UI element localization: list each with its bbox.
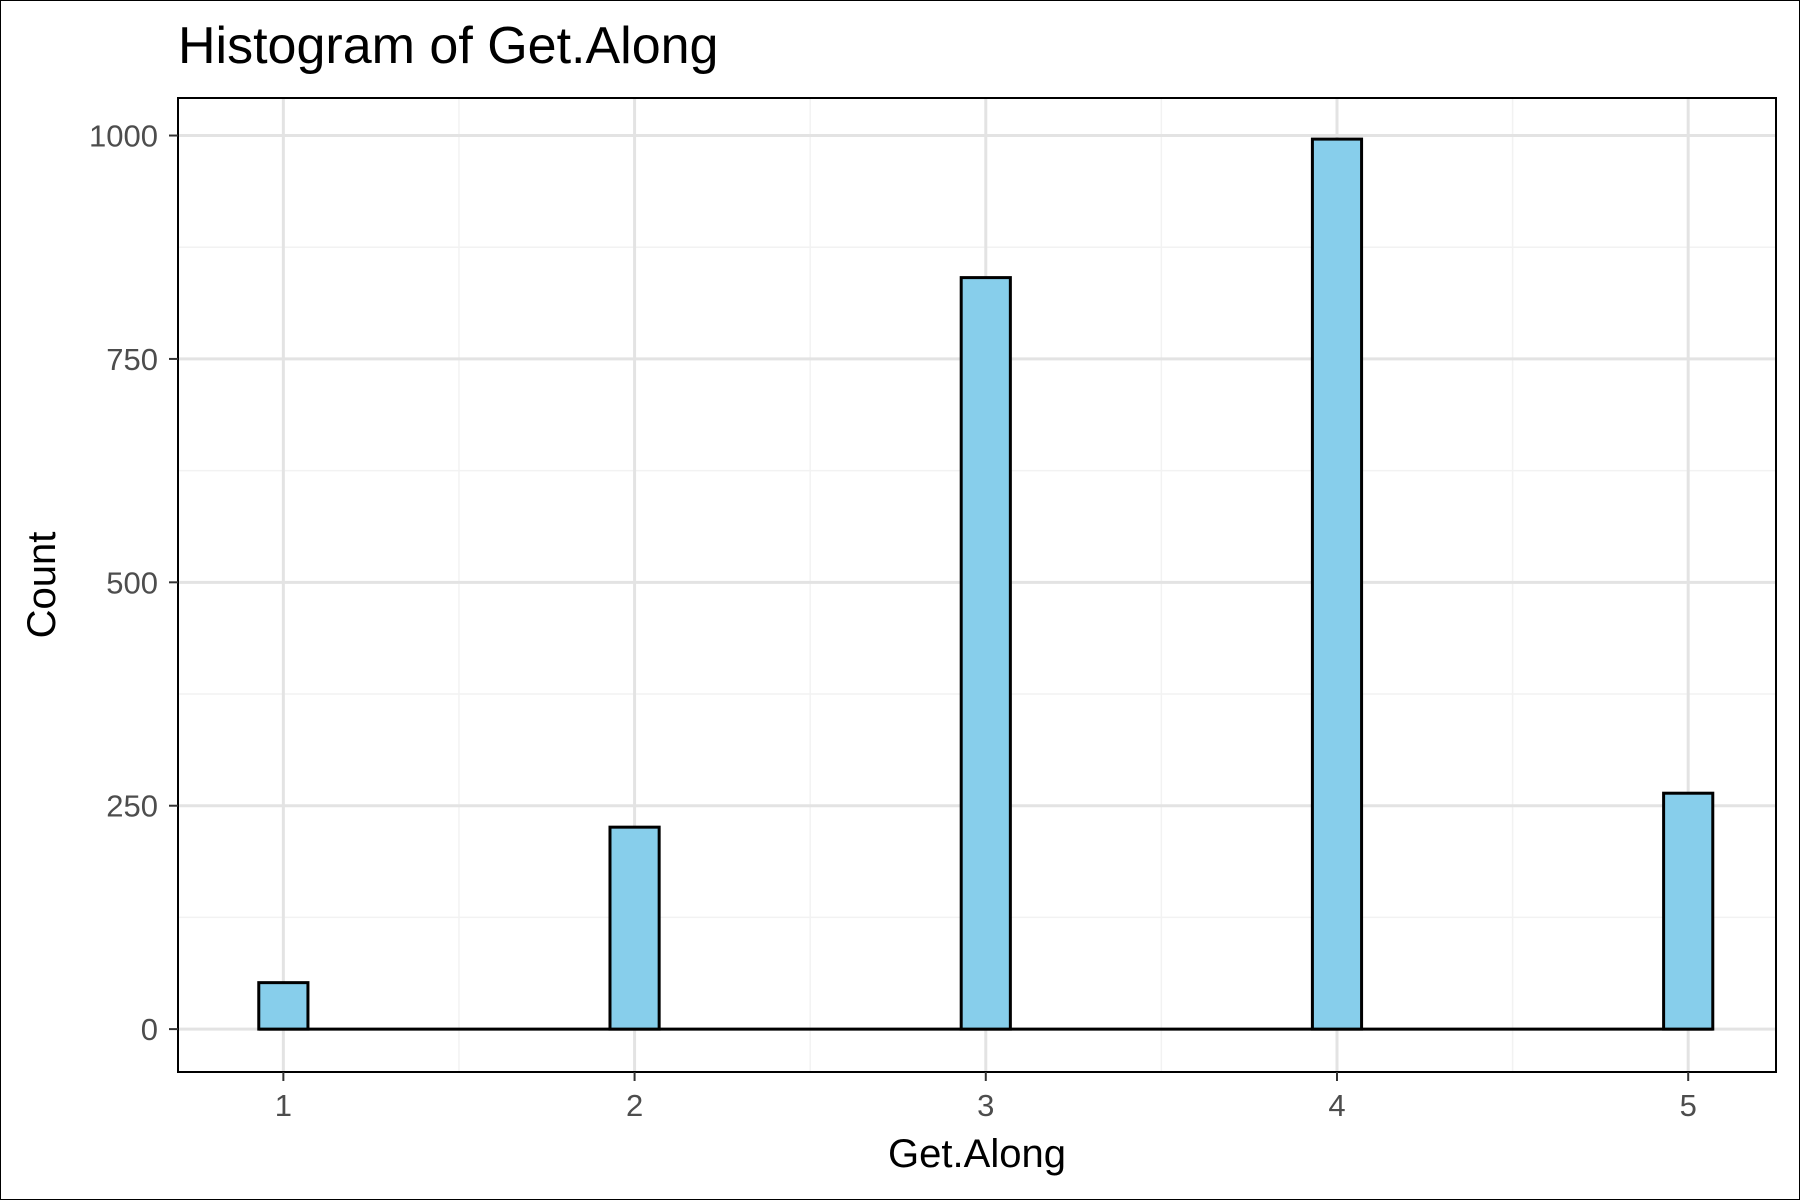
panel-border [177,97,1777,1073]
x-tick-label: 3 [977,1088,994,1123]
x-axis-title: Get.Along [888,1132,1066,1176]
x-tick-label: 1 [275,1088,292,1123]
bars-group [257,137,1715,1031]
bar-5 [1662,791,1715,1031]
bar-4 [1310,137,1364,1031]
y-axis-title: Count [20,532,64,639]
x-tick-label: 2 [626,1088,643,1123]
bar-3 [959,276,1012,1031]
y-tick-label: 250 [106,789,158,824]
bar-2 [608,825,661,1031]
x-tick-label: 5 [1680,1088,1697,1123]
tick-labels: 1 2 3 4 5 0 250 500 750 1000 [89,119,1697,1123]
x-tick-label: 4 [1328,1088,1345,1123]
y-tick-label: 750 [106,342,158,377]
y-tick-label: 500 [106,565,158,600]
y-tick-label: 0 [141,1012,158,1047]
bar-1 [257,981,310,1031]
y-tick-label: 1000 [89,119,158,154]
chart-title: Histogram of Get.Along [178,17,718,75]
